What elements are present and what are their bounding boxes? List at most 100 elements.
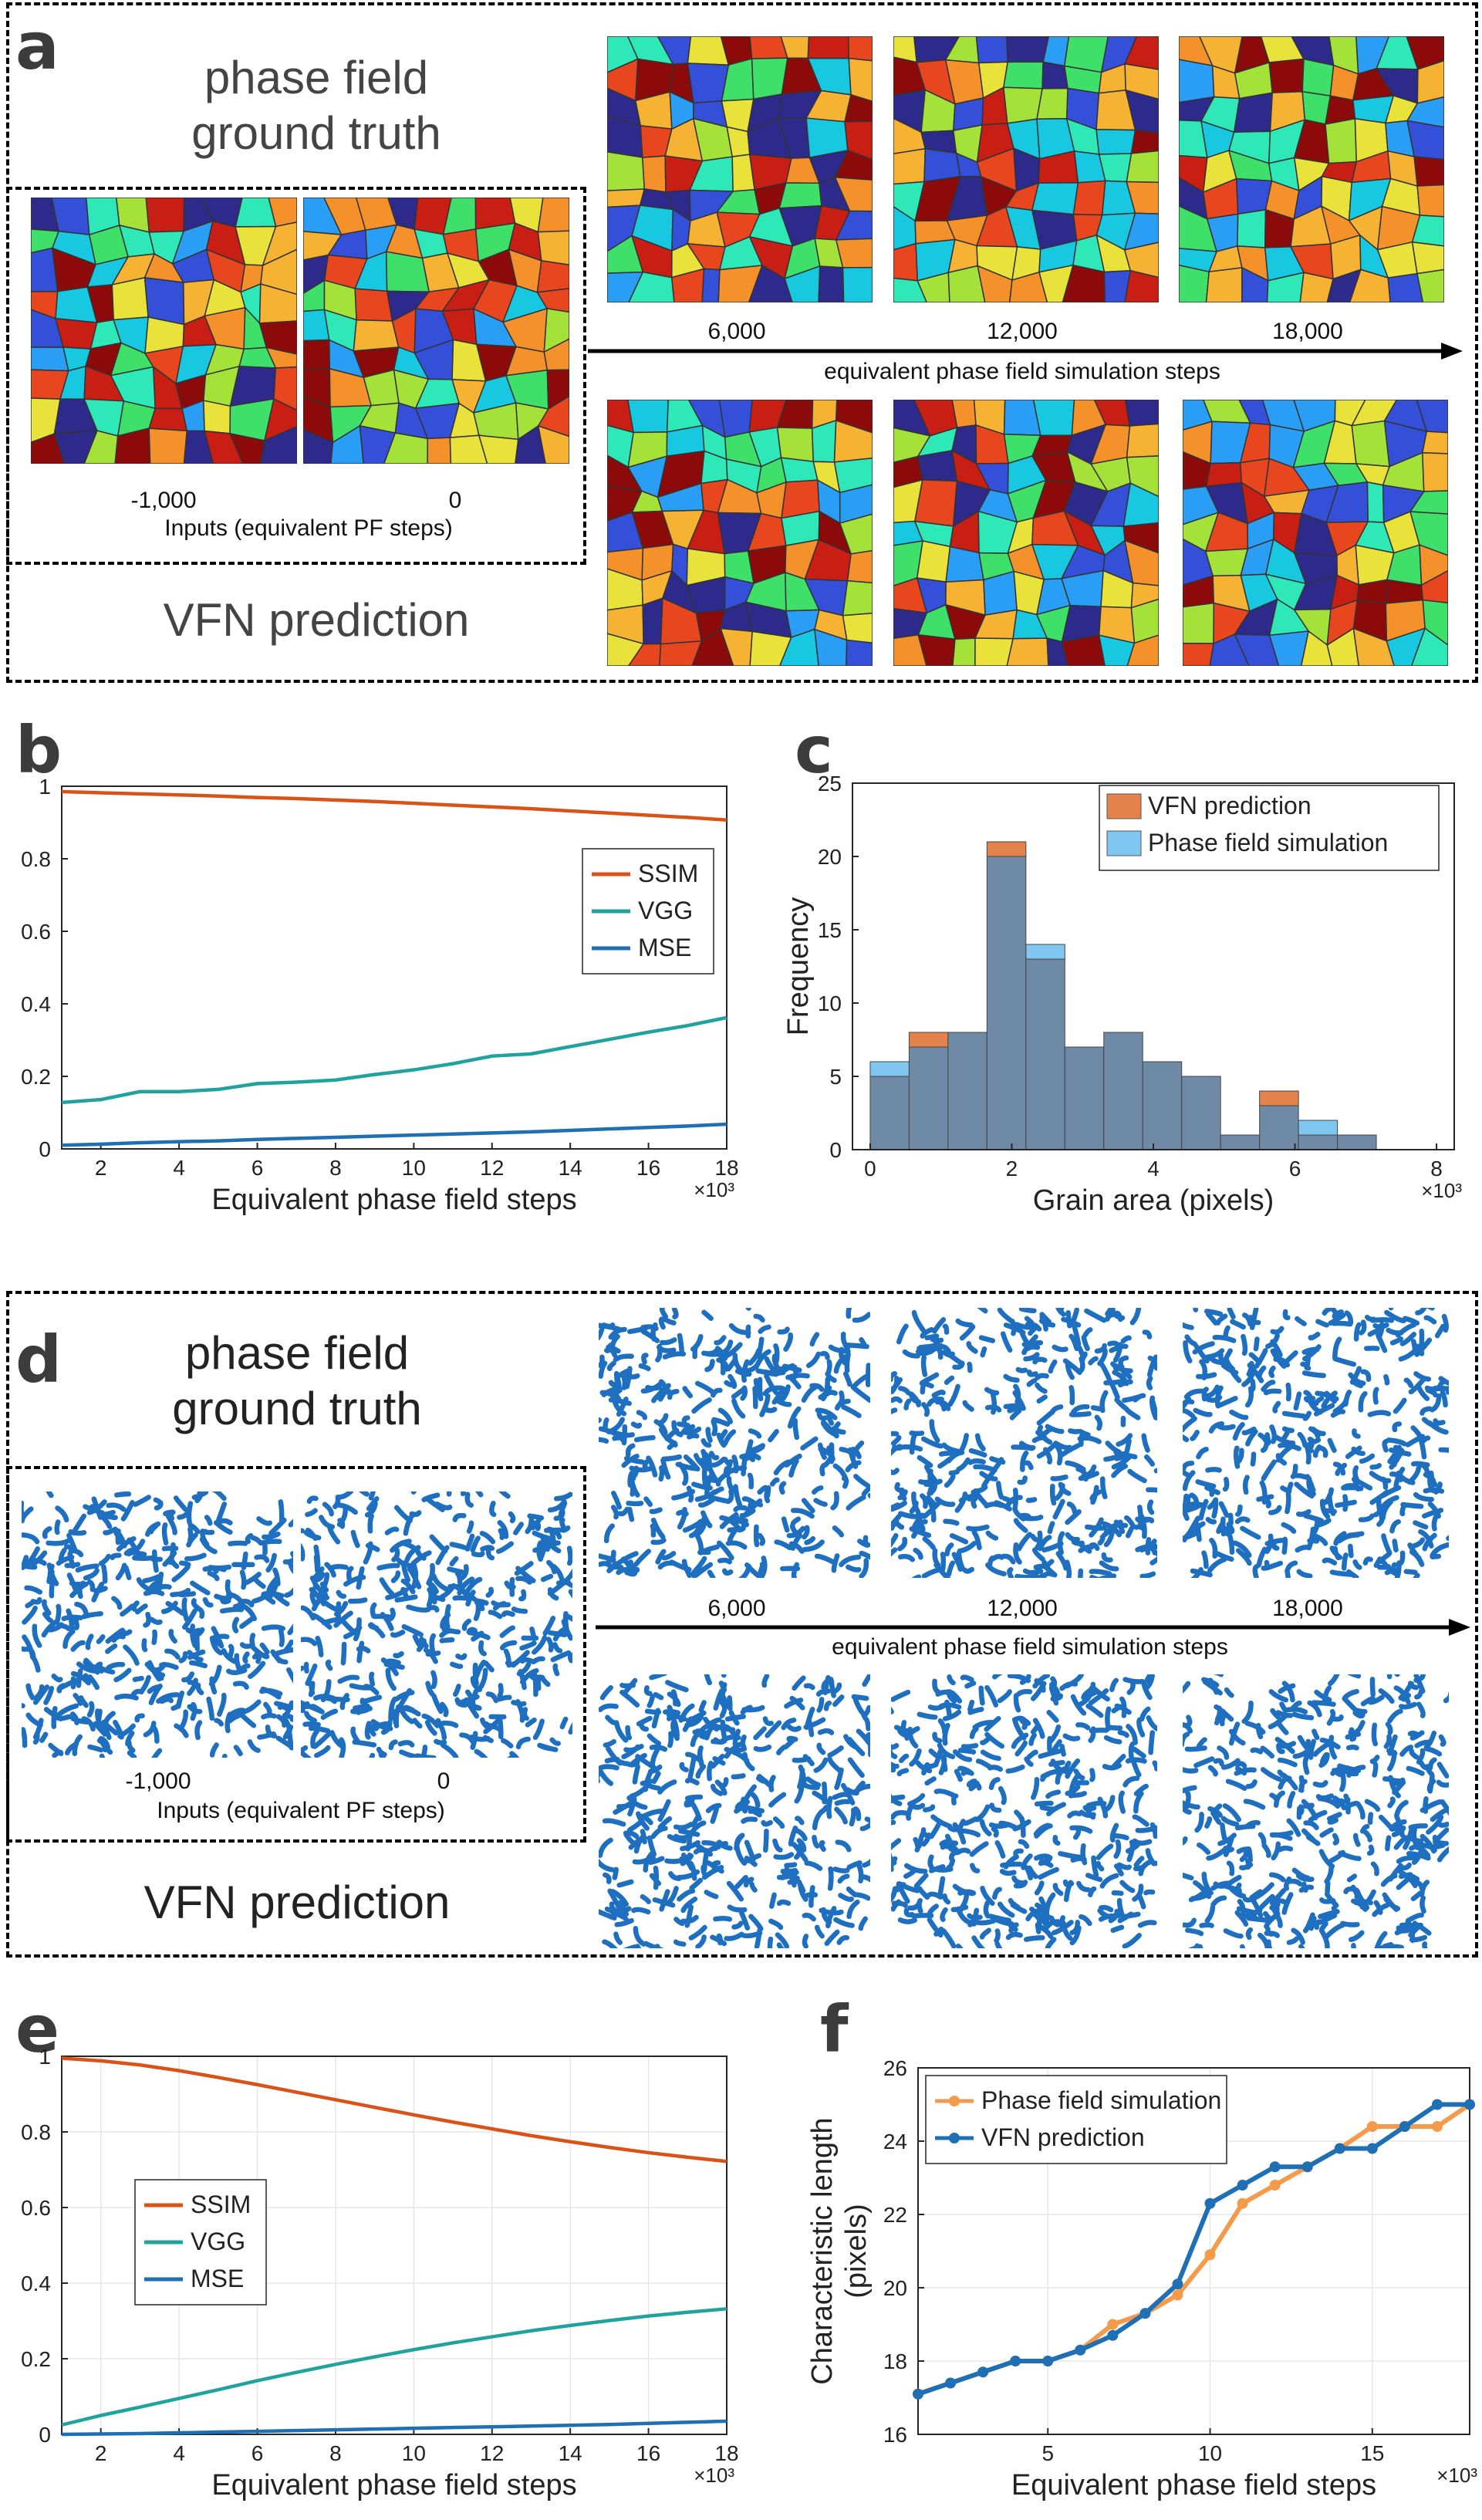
y-tick-label: 0.2 (21, 2347, 51, 2371)
grain (833, 457, 873, 494)
grain (628, 271, 675, 302)
chart-e: 2 4 6 8 10 12 14 16 18 0 0.2 0.4 0.6 0.8 1 Equivalent p… (21, 2045, 739, 2501)
spinodal-bg (1183, 1674, 1449, 1948)
y-tick-label: 20 (818, 845, 842, 869)
grain (691, 627, 734, 666)
series-line-ssim (61, 2056, 727, 2164)
grain (183, 430, 214, 464)
data-point (1237, 2180, 1248, 2191)
grain (1416, 269, 1444, 302)
hist-bar (1181, 1076, 1221, 1150)
panel-d-inputs-frame (6, 1466, 586, 1843)
hist-bar (908, 1046, 949, 1150)
grain (1179, 59, 1215, 103)
grain (537, 395, 569, 437)
x-tick-label: 10 (402, 2441, 426, 2465)
grain (776, 427, 815, 463)
grain (1416, 184, 1444, 218)
legend-entry: MSE (638, 934, 691, 961)
grain (835, 400, 873, 434)
y-tick-label: 0 (39, 2423, 51, 2447)
grain (1301, 58, 1335, 97)
hist-bar (947, 1032, 987, 1150)
grain (1036, 87, 1068, 120)
spinodal-texture (891, 1308, 1157, 1578)
grain (145, 198, 185, 233)
grain (846, 639, 873, 666)
d-timeline-step-12000: 12,000 (987, 1596, 1058, 1621)
x-tick-label: 0 (864, 1157, 876, 1181)
legend-marker (949, 2096, 960, 2106)
legend-entry: VFN prediction (1148, 792, 1312, 819)
d-input-step-2: 0 (437, 1768, 451, 1794)
grain (1409, 490, 1448, 515)
x-tick-label: 18 (714, 1156, 738, 1180)
x-axis-label: Grain area (pixels) (1033, 1184, 1274, 1217)
grain (701, 268, 721, 302)
grain (1410, 627, 1448, 666)
x-tick-label: 12 (480, 2441, 504, 2465)
grain-texture (1179, 36, 1444, 302)
y-tick-label: 10 (818, 991, 842, 1015)
x-tick-label: 4 (173, 2441, 185, 2465)
grain (31, 433, 66, 464)
grain (893, 633, 927, 666)
panel-a-label: a (15, 8, 59, 84)
grain (259, 425, 297, 464)
hist-bar (1259, 1105, 1299, 1150)
grain (844, 120, 873, 160)
axes-box (61, 785, 727, 1150)
grain (1006, 36, 1050, 63)
pred-image-12000 (893, 400, 1159, 666)
grain (1124, 62, 1159, 100)
data-point (1464, 2099, 1475, 2110)
legend-marker (949, 2133, 960, 2143)
hist-bar (1298, 1134, 1339, 1150)
y-tick-label: 25 (818, 772, 842, 796)
grain (1416, 400, 1448, 434)
timeline-caption: equivalent phase field simulation steps (824, 359, 1220, 384)
data-point (1107, 2329, 1119, 2341)
data-point (1172, 2278, 1183, 2290)
grain (478, 434, 519, 464)
grain-texture (893, 400, 1159, 666)
grain (748, 264, 793, 302)
x-tick-label: 6 (252, 1156, 264, 1180)
x-tick-label: 10 (1198, 2441, 1222, 2465)
data-point (1431, 2121, 1443, 2132)
y-tick-label: 26 (883, 2056, 907, 2080)
grain (1006, 637, 1049, 666)
grain (515, 424, 546, 464)
grain (536, 260, 569, 293)
data-point (1107, 2319, 1119, 2330)
grain (642, 155, 667, 193)
spinodal-bg (301, 1491, 572, 1758)
data-point (977, 2366, 989, 2378)
y-tick-label: 1 (39, 2045, 51, 2069)
grain (917, 633, 956, 666)
series-line-mse (61, 1122, 727, 1147)
grain (258, 320, 297, 355)
grain (273, 366, 297, 411)
chart-f: 5 10 15 16 18 20 22 24 26 Equivalent phase field … (806, 2056, 1477, 2501)
grain (1406, 96, 1444, 128)
y-tick-label: 22 (883, 2203, 907, 2227)
x-tick-label: 4 (173, 1156, 185, 1180)
grain (916, 540, 951, 583)
grain (354, 288, 393, 322)
grain (983, 570, 1018, 616)
series-line-vgg (61, 1015, 727, 1105)
y-tick-label: 15 (818, 918, 842, 942)
timeline-step-18000: 18,000 (1272, 319, 1343, 344)
hist-bar (1220, 1134, 1261, 1150)
grain (893, 242, 919, 282)
grain (893, 147, 927, 185)
spinodal-texture (1183, 1308, 1449, 1578)
input-step-1: -1,000 (130, 488, 197, 513)
gt-title-line2: ground truth (191, 107, 441, 159)
grain (1183, 642, 1214, 666)
grain (842, 612, 873, 644)
spinodal-phase (301, 1491, 572, 1758)
y-tick-label: 20 (883, 2276, 907, 2300)
grain (1130, 598, 1159, 644)
